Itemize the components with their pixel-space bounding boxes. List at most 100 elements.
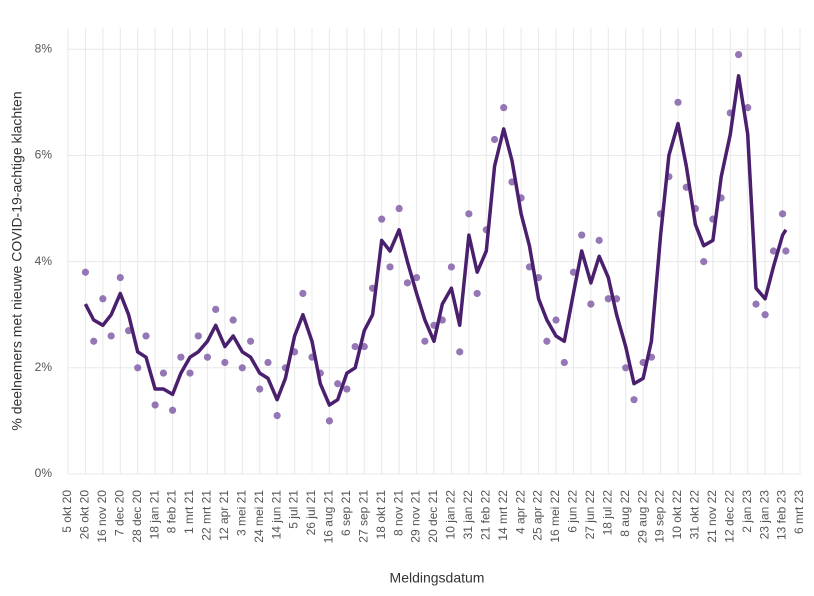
data-dot [465,210,473,218]
data-dot [212,305,220,314]
data-dot [604,295,612,303]
y-tick-label: 8% [35,41,53,55]
data-dot [569,268,578,276]
x-tick-label: 10 okt 22 [670,490,684,540]
x-tick-label: 16 nov 20 [95,490,109,543]
data-dot [630,396,638,404]
data-dot [351,342,359,351]
x-tick-label: 13 feb 23 [775,490,789,540]
x-tick-label: 24 mei 21 [252,490,266,543]
data-dot [151,401,159,409]
y-tick-label: 6% [35,148,53,162]
data-dot [447,263,456,271]
x-tick-label: 27 sep 21 [356,490,370,543]
data-dot [412,273,421,282]
data-dot [587,300,595,308]
data-dot [403,279,412,287]
data-dot [378,215,386,223]
data-dot [186,369,194,377]
data-dot [560,358,568,367]
data-dot [456,348,464,356]
x-tick-label: 12 apr 21 [217,490,231,541]
x-tick-label: 23 jan 23 [757,490,771,540]
data-dot [81,268,90,276]
data-dot [473,289,481,298]
x-tick-label: 29 aug 22 [635,490,649,544]
x-tick-label: 14 mrt 22 [496,490,510,541]
data-dot [229,316,237,324]
data-dot [744,104,752,112]
x-tick-label: 22 mrt 21 [200,490,214,541]
data-dot [769,247,778,255]
x-tick-label: 20 dec 21 [426,490,440,543]
data-dot [299,289,307,298]
data-dot [543,337,551,345]
x-tick-label: 14 jun 21 [269,490,283,540]
x-tick-label: 26 jul 21 [304,490,318,536]
x-tick-label: 8 feb 21 [165,490,179,534]
data-dot [421,337,429,345]
data-dot [386,263,394,271]
x-tick-label: 1 mrt 21 [182,490,196,534]
x-tick-label: 31 jan 22 [461,490,475,540]
x-tick-label: 25 apr 22 [531,490,545,541]
data-dot [194,332,202,340]
x-axis-label: Meldingsdatum [390,570,485,586]
data-dot [334,380,342,388]
x-tick-label: 12 dec 22 [722,490,736,543]
data-dot [674,98,682,106]
data-dot [782,247,790,255]
y-tick-label: 0% [35,466,53,480]
data-dot [395,204,403,213]
data-dot [256,385,264,393]
x-tick-label: 18 jan 21 [147,490,161,540]
data-dot [107,332,115,340]
data-dot [700,258,708,266]
y-tick-label: 2% [35,360,53,374]
data-dot [578,231,586,239]
x-tick-label: 18 jul 22 [600,490,614,536]
y-tick-label: 4% [35,254,53,268]
data-dot [246,337,255,345]
data-dot [221,358,229,367]
data-dot [203,353,212,361]
x-tick-label: 16 aug 21 [322,490,336,544]
data-dot [752,300,760,308]
data-dot [273,411,281,420]
data-dot [238,364,246,372]
data-dot [116,273,124,282]
data-dot [343,385,351,393]
data-dot [778,210,787,218]
x-tick-label: 2 jan 23 [740,490,754,533]
data-dot [168,406,177,414]
x-tick-label: 6 jun 22 [566,490,580,533]
x-tick-label: 18 okt 21 [374,490,388,540]
data-dot [490,135,499,144]
y-axis-label: % deelnemers met nieuwe COVID-19-achtige… [9,91,25,430]
x-tick-label: 16 mei 22 [548,490,562,543]
x-tick-label: 29 nov 21 [409,490,423,543]
x-tick-label: 28 dec 20 [130,490,144,543]
data-dot [500,104,508,112]
data-dot [761,311,769,319]
data-dot [325,417,334,425]
x-tick-label: 5 jul 21 [287,490,301,529]
x-tick-label: 3 mei 21 [234,490,248,536]
x-tick-label: 19 sep 22 [653,490,667,543]
data-dot [159,369,168,377]
x-tick-label: 7 dec 20 [112,490,126,536]
x-tick-label: 5 okt 20 [60,490,74,533]
data-dot [552,316,560,324]
x-tick-label: 31 okt 22 [688,490,702,540]
data-dot [622,364,630,372]
x-tick-label: 21 nov 22 [705,490,719,543]
data-dot [734,50,743,59]
x-tick-label: 27 jun 22 [583,490,597,540]
x-tick-label: 4 apr 22 [513,490,527,534]
data-dot [90,337,98,345]
x-tick-label: 21 feb 22 [478,490,492,540]
x-tick-label: 10 jan 22 [444,490,458,540]
data-dot [134,364,142,372]
data-dot [595,236,603,244]
data-dot [99,295,107,303]
